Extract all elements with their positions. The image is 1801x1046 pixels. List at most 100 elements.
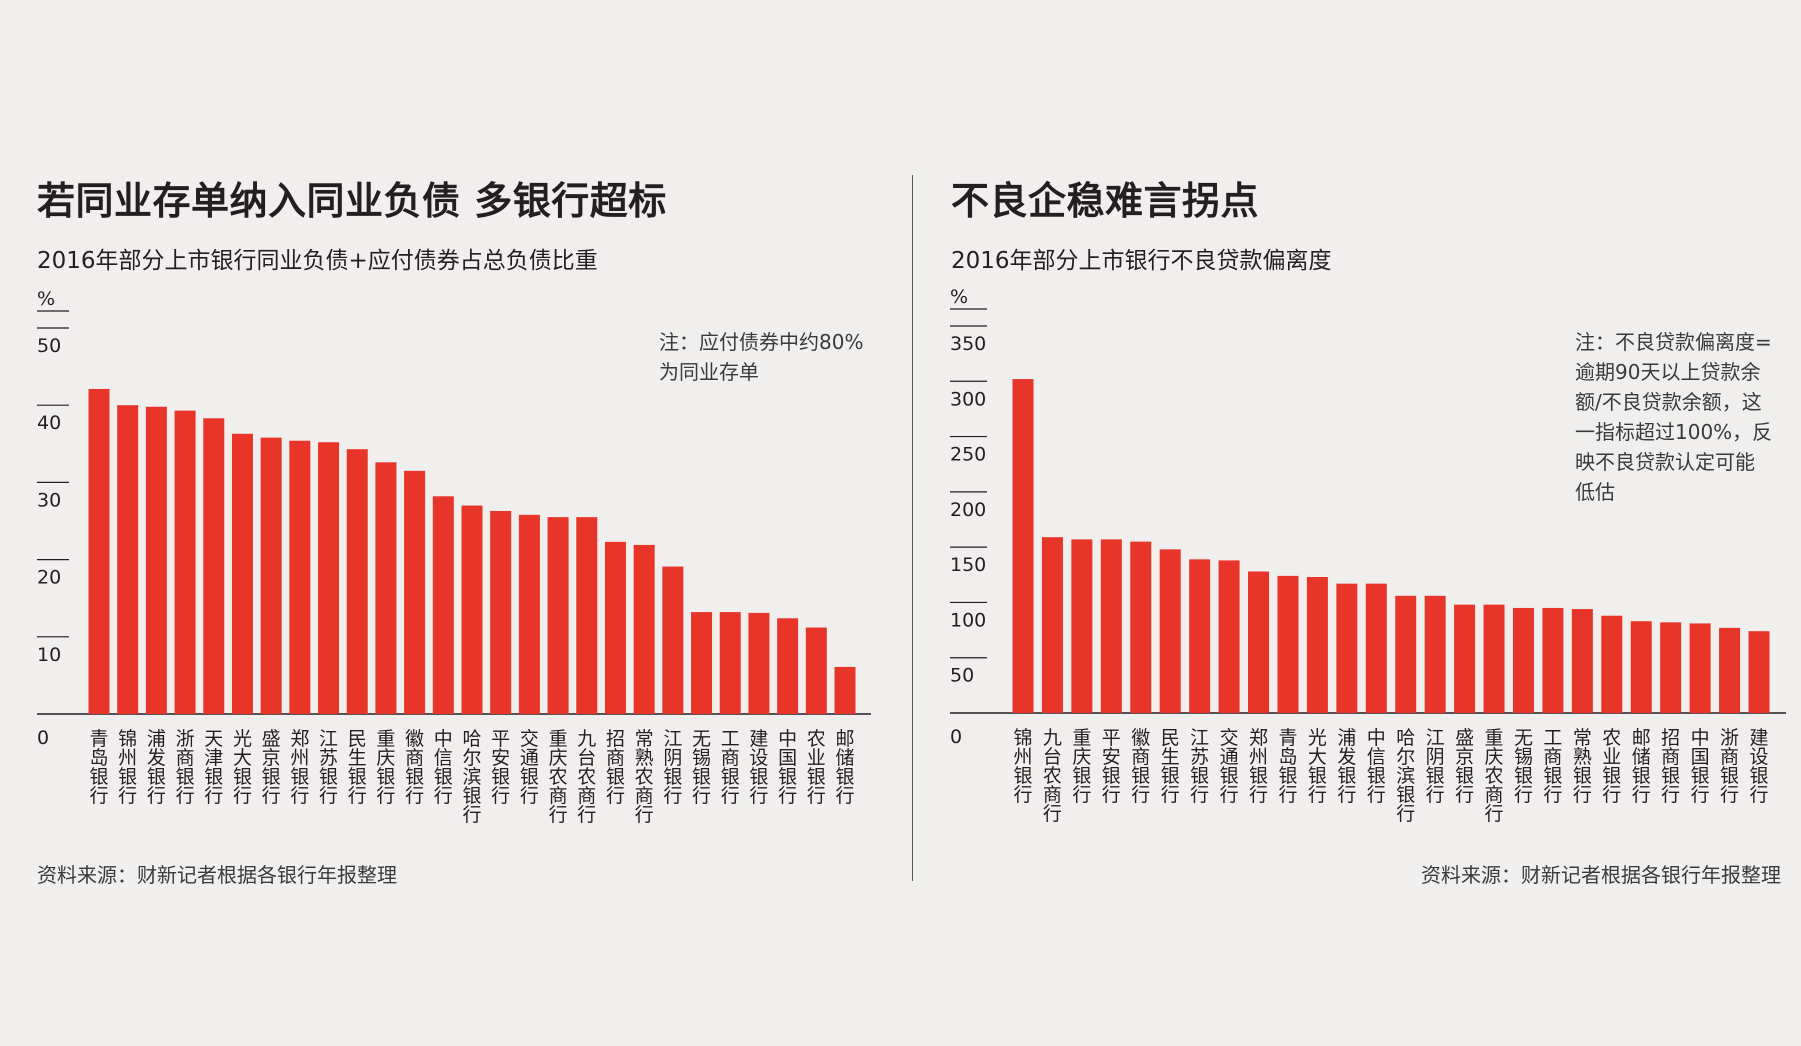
x-category-label: 商: [549, 785, 568, 807]
bar: [748, 612, 770, 714]
x-category-label: 银: [1632, 765, 1651, 787]
x-category-label: 行: [549, 804, 568, 826]
right-chart-subtitle: 2016年部分上市银行不良贷款偏离度: [951, 248, 1332, 274]
x-category-label: 银: [233, 766, 252, 788]
bar: [834, 666, 856, 714]
x-category-label: 银: [1102, 765, 1121, 787]
bar: [547, 517, 569, 714]
x-category-label: 银: [1190, 765, 1209, 787]
x-category-label: 天: [204, 728, 223, 750]
x-category-label: 行: [319, 785, 338, 807]
x-category-label: 锡: [1514, 746, 1533, 768]
x-category-label: 平: [1102, 727, 1121, 749]
x-category-label: 农: [807, 728, 826, 750]
x-category-label: 工: [1543, 727, 1562, 749]
right-note-line: 额/不良贷款余额，这: [1575, 390, 1762, 414]
bar: [1100, 539, 1122, 713]
x-category-label: 业: [807, 747, 826, 769]
bar: [260, 437, 282, 714]
x-category-label: 九: [1043, 727, 1062, 749]
x-category-label: 储: [835, 747, 854, 769]
bar: [1512, 607, 1534, 713]
x-category-label: 行: [1426, 784, 1445, 806]
right-chart-note: 注：不良贷款偏离度= 逾期90天以上贷款余 额/不良贷款余额，这 一指标超过10…: [1575, 327, 1772, 507]
right-note-line: 逾期90天以上贷款余: [1575, 360, 1761, 384]
bar: [691, 612, 713, 714]
left-note-line: 为同业存单: [659, 360, 759, 384]
x-category-label: 银: [290, 766, 309, 788]
y-tick-label: 350: [950, 333, 986, 355]
bar: [1424, 595, 1446, 713]
right-note-line: 注：不良贷款偏离度=: [1575, 330, 1772, 354]
x-category-label: 行: [1632, 784, 1651, 806]
x-category-label: 徽: [405, 728, 424, 750]
x-category-label: 信: [434, 747, 453, 769]
x-category-label: 生: [1161, 746, 1180, 768]
x-category-label: 银: [778, 766, 797, 788]
x-category-label: 行: [89, 785, 108, 807]
x-category-label: 行: [1337, 784, 1356, 806]
y-tick-label: 200: [950, 499, 986, 521]
x-category-label: 生: [348, 747, 367, 769]
x-category-label: 招: [1661, 727, 1680, 749]
x-category-label: 江: [663, 728, 682, 750]
x-category-label: 行: [807, 785, 826, 807]
x-category-label: 光: [233, 728, 252, 750]
x-category-label: 常: [1573, 727, 1592, 749]
bar: [203, 418, 225, 714]
x-category-label: 熟: [1573, 746, 1592, 768]
bar: [375, 462, 397, 714]
bar: [777, 618, 799, 714]
bar: [145, 406, 167, 714]
bar: [1041, 537, 1063, 713]
bar: [1689, 623, 1711, 713]
left-bar-chart: %01020304050青岛银行锦州银行浦发银行浙商银行天津银行光大银行盛京银行…: [37, 288, 871, 826]
x-category-label: 浦: [1337, 727, 1356, 749]
x-category-label: 银: [1543, 765, 1562, 787]
y-tick-label: 20: [37, 567, 61, 589]
bar: [1012, 379, 1034, 713]
x-category-label: 滨: [462, 766, 481, 788]
x-category-label: 徽: [1131, 727, 1150, 749]
x-category-label: 行: [147, 785, 166, 807]
x-category-label: 重: [376, 728, 395, 750]
x-category-label: 银: [807, 766, 826, 788]
left-chart-subtitle: 2016年部分上市银行同业负债+应付债券占总负债比重: [37, 248, 598, 274]
y-tick-label: 300: [950, 388, 986, 410]
x-category-label: 信: [1367, 746, 1386, 768]
x-category-label: 发: [1337, 746, 1356, 768]
y-tick-label: 30: [37, 489, 61, 511]
x-category-label: 银: [491, 766, 510, 788]
bar: [1159, 549, 1181, 713]
x-category-label: 行: [405, 785, 424, 807]
x-category-label: 银: [1455, 765, 1474, 787]
x-category-label: 常: [635, 728, 654, 750]
x-category-label: 行: [835, 785, 854, 807]
x-category-label: 国: [778, 747, 797, 769]
x-category-label: 银: [405, 766, 424, 788]
y-tick-label: 0: [37, 727, 49, 749]
x-category-label: 通: [520, 747, 539, 769]
x-category-label: 银: [606, 766, 625, 788]
x-category-label: 庆: [376, 747, 395, 769]
bar: [1365, 583, 1387, 713]
x-category-label: 行: [1072, 784, 1091, 806]
x-category-label: 京: [262, 747, 281, 769]
x-category-label: 行: [1102, 784, 1121, 806]
left-chart-source: 资料来源：财新记者根据各银行年报整理: [37, 863, 397, 887]
x-category-label: 熟: [635, 747, 654, 769]
bar: [1601, 615, 1623, 713]
bar: [1306, 576, 1328, 713]
x-category-label: 银: [204, 766, 223, 788]
x-category-label: 农: [635, 766, 654, 788]
x-category-label: 邮: [1632, 727, 1651, 749]
bar: [518, 514, 540, 714]
x-category-label: 业: [1602, 746, 1621, 768]
x-category-label: 行: [1131, 784, 1150, 806]
x-category-label: 锦: [1013, 727, 1032, 749]
x-category-label: 银: [376, 766, 395, 788]
x-category-label: 州: [1249, 746, 1268, 768]
x-category-label: 银: [1691, 765, 1710, 787]
x-category-label: 商: [721, 747, 740, 769]
right-note-line: 低估: [1575, 480, 1615, 504]
